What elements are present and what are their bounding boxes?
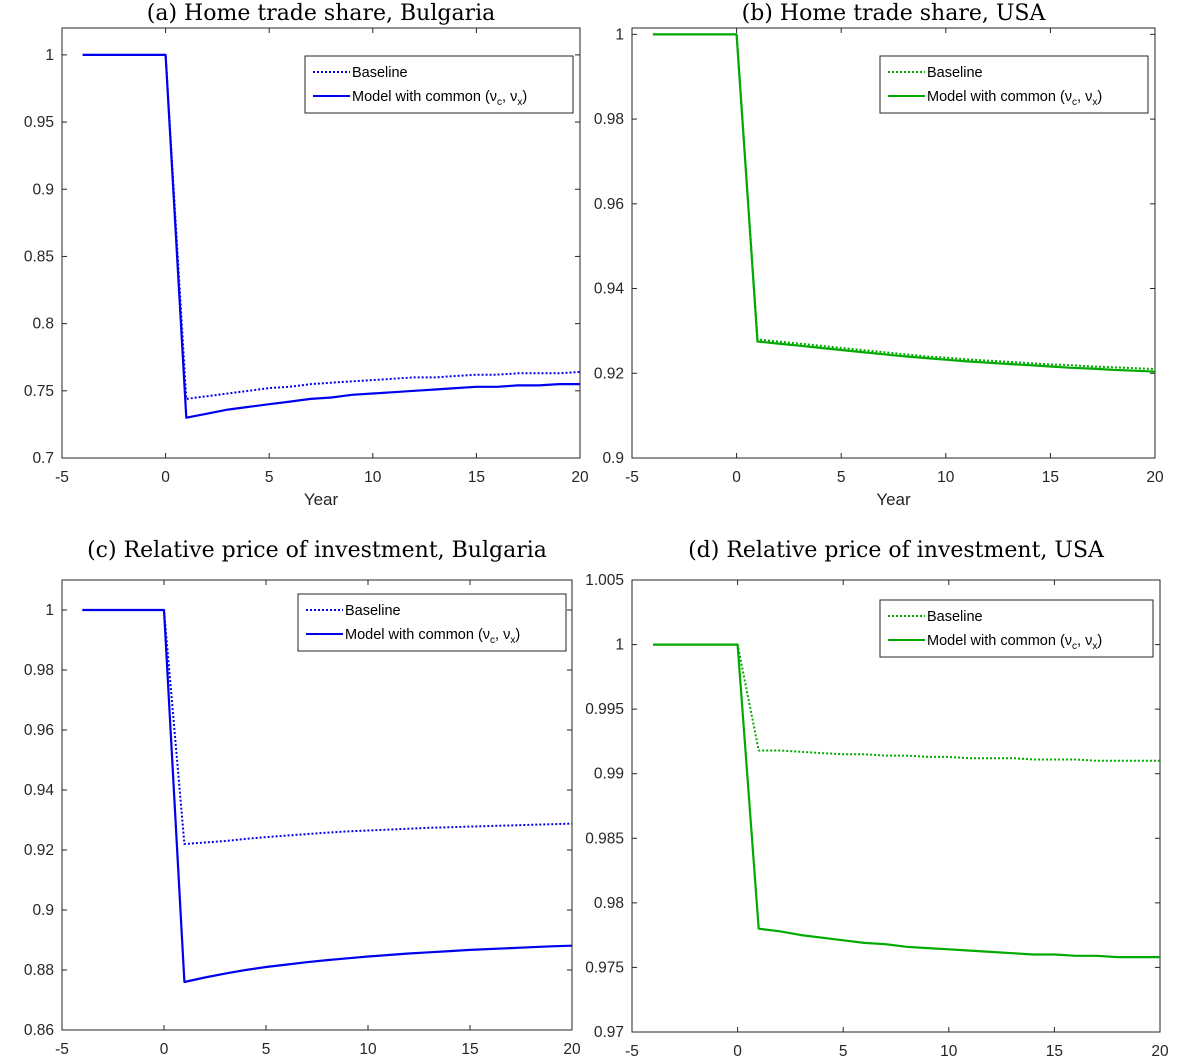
x-tick-label: -5: [55, 469, 69, 486]
legend: Baseline Model with common (νc, νx): [304, 55, 574, 114]
x-tick-label: 0: [733, 1043, 742, 1057]
y-tick-label: 0.9: [32, 181, 54, 198]
y-tick-label: 0.85: [24, 248, 54, 265]
chart-svg-c: (c) Relative price of investment, Bulgar…: [24, 538, 581, 1057]
series-line-model-common: [652, 33, 1156, 373]
plot-area-frame: [61, 579, 573, 1031]
y-tick-label: 0.92: [594, 365, 624, 382]
legend-box: [297, 593, 567, 652]
y-tick-label: 0.88: [24, 962, 54, 979]
y-tick-label: 0.98: [594, 111, 624, 128]
y-tick-label: 0.92: [24, 842, 54, 859]
legend: Baseline Model with common (νc, νx): [297, 593, 567, 652]
x-tick-label: 0: [161, 469, 170, 486]
x-tick-label: -5: [625, 1043, 639, 1057]
chart-title: (a) Home trade share, Bulgaria: [147, 1, 496, 26]
chart-title: (c) Relative price of investment, Bulgar…: [87, 538, 547, 563]
series-line-baseline: [652, 33, 1156, 370]
y-tick-label: 0.86: [24, 1022, 54, 1039]
y-tick-label: 1: [45, 602, 54, 619]
x-tick-label: 20: [1151, 1043, 1169, 1057]
chart-panel-c: (c) Relative price of investment, Bulgar…: [0, 530, 590, 1057]
x-tick-label: 10: [940, 1043, 958, 1057]
chart-panel-d: (d) Relative price of investment, USA -5 0…: [585, 530, 1180, 1057]
plot-area-frame: [631, 579, 1161, 1033]
x-tick-label: 15: [468, 469, 485, 486]
x-tick-label: 20: [563, 1041, 581, 1057]
legend-label-model-common: Model with common (νc, νx): [927, 89, 1102, 108]
series-line-model-common: [82, 53, 580, 419]
chart-title: (b) Home trade share, USA: [742, 1, 1047, 26]
y-tick-label: 0.96: [594, 196, 624, 213]
chart-panel-b: (b) Home trade share, USA -5 0 5 10 15 20 0.9 0.…: [590, 0, 1180, 530]
legend: Baseline Model with common (νc, νx): [879, 55, 1149, 114]
legend-label-baseline: Baseline: [352, 65, 408, 81]
legend-box: [879, 55, 1149, 114]
y-tick-label: 0.94: [594, 281, 625, 298]
y-tick-label: 0.985: [585, 830, 624, 847]
chart-panel-a: (a) Home trade share, Bulgaria -5 0 5 10 15 20…: [0, 0, 590, 530]
x-axis-label: Year: [304, 490, 339, 509]
x-tick-label: 20: [571, 469, 589, 486]
x-axis-label: Year: [876, 490, 911, 509]
x-tick-label: 15: [1046, 1043, 1063, 1057]
series-line-baseline: [653, 643, 1160, 762]
legend-label-baseline: Baseline: [927, 609, 983, 625]
legend-label-baseline: Baseline: [345, 603, 401, 619]
x-tick-label: -5: [625, 469, 639, 486]
y-tick-label: 0.96: [24, 722, 54, 739]
x-tick-label: 5: [265, 469, 274, 486]
x-tick-label: 0: [160, 1041, 169, 1057]
y-tick-label: 1: [615, 637, 624, 654]
x-tick-label: 10: [359, 1041, 377, 1057]
y-tick-label: 0.98: [594, 895, 624, 912]
series-line-model-common: [653, 643, 1160, 959]
y-tick-label: 0.975: [585, 959, 624, 976]
chart-svg-a: (a) Home trade share, Bulgaria -5 0 5 10 15 20…: [24, 1, 589, 509]
y-tick-label: 0.75: [24, 383, 54, 400]
y-tick-label: 0.94: [24, 782, 55, 799]
x-tick-label: 10: [364, 469, 382, 486]
series-line-model-common: [82, 608, 573, 984]
legend-label-model-common: Model with common (νc, νx): [927, 633, 1102, 652]
y-tick-label: 0.9: [602, 450, 624, 467]
y-tick-label: 0.995: [585, 701, 624, 718]
x-tick-label: 15: [1042, 469, 1059, 486]
legend: Baseline Model with common (νc, νx): [879, 599, 1154, 658]
y-tick-label: 0.8: [32, 316, 54, 333]
x-tick-label: 0: [732, 469, 741, 486]
plot-area-frame: [61, 27, 581, 459]
x-tick-label: 5: [839, 1043, 848, 1057]
y-tick-label: 1.005: [585, 572, 624, 589]
chart-svg-b: (b) Home trade share, USA -5 0 5 10 15 20 0.9 0.…: [594, 1, 1164, 509]
plot-area-frame: [631, 27, 1156, 459]
series-line-baseline: [82, 53, 581, 400]
legend-label-model-common: Model with common (νc, νx): [345, 627, 520, 646]
legend-box: [304, 55, 574, 114]
y-tick-label: 0.95: [24, 114, 54, 131]
chart-svg-d: (d) Relative price of investment, USA-5 0…: [585, 538, 1169, 1057]
legend-label-model-common: Model with common (νc, νx): [352, 89, 527, 108]
y-tick-label: 1: [45, 47, 54, 64]
y-tick-label: 0.99: [594, 766, 624, 783]
chart-title: (d) Relative price of investment, USA: [688, 538, 1105, 563]
legend-box: [879, 599, 1154, 658]
x-tick-label: 10: [937, 469, 955, 486]
y-tick-label: 1: [615, 26, 624, 43]
y-tick-label: 0.98: [24, 662, 54, 679]
series-line-baseline: [82, 609, 573, 845]
y-tick-label: 0.9: [32, 902, 54, 919]
x-tick-label: 5: [262, 1041, 271, 1057]
y-tick-label: 0.97: [594, 1024, 624, 1041]
x-tick-label: 15: [461, 1041, 478, 1057]
y-tick-label: 0.7: [32, 450, 54, 467]
x-tick-label: 20: [1146, 469, 1164, 486]
x-tick-label: 5: [837, 469, 846, 486]
x-tick-label: -5: [55, 1041, 69, 1057]
legend-label-baseline: Baseline: [927, 65, 983, 81]
